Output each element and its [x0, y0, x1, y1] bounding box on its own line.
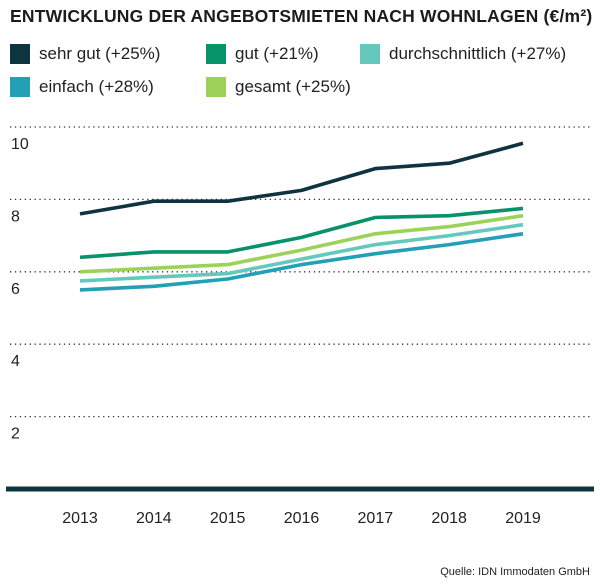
legend-swatch-einfach: [10, 77, 30, 97]
y-tick-label-2: 2: [11, 426, 20, 443]
y-tick-label-10: 10: [11, 136, 29, 153]
legend-item-gesamt: gesamt (+25%): [206, 76, 351, 98]
legend-item-durchschnittlich: durchschnittlich (+27%): [360, 43, 566, 65]
legend-swatch-gesamt: [206, 77, 226, 97]
legend-label-sehr-gut: sehr gut (+25%): [39, 44, 161, 63]
y-tick-label-6: 6: [11, 281, 20, 298]
series-line-einfach: [79, 232, 524, 292]
series-line-gesamt: [79, 213, 524, 274]
y-tick-label-4: 4: [11, 353, 20, 370]
legend-swatch-sehr-gut: [10, 44, 30, 64]
x-tick-label-2016: 2016: [284, 510, 320, 527]
series-lines: [79, 141, 524, 292]
legend-label-gesamt: gesamt (+25%): [235, 77, 351, 96]
legend-label-durchschnittlich: durchschnittlich (+27%): [389, 44, 567, 63]
legend-item-gut: gut (+21%): [206, 43, 319, 65]
x-tick-label-2017: 2017: [358, 510, 394, 527]
x-tick-label-2014: 2014: [136, 510, 172, 527]
legend-item-sehr-gut: sehr gut (+25%): [10, 43, 160, 65]
legend-label-einfach: einfach (+28%): [39, 77, 154, 96]
series-line-durchschnittlich: [79, 222, 524, 283]
legend-swatch-gut: [206, 44, 226, 64]
series-line-sehr-gut: [79, 141, 524, 216]
x-tick-label-2018: 2018: [431, 510, 467, 527]
source-note: Quelle: IDN Immodaten GmbH: [440, 566, 590, 578]
y-tick-labels: 2 4 6 8 10: [11, 136, 29, 443]
legend-item-einfach: einfach (+28%): [10, 76, 154, 98]
series-line-gut: [79, 206, 524, 260]
legend-label-gut: gut (+21%): [235, 44, 319, 63]
chart-title: ENTWICKLUNG DER ANGEBOTSMIETEN NACH WOHN…: [10, 6, 593, 26]
x-tick-label-2015: 2015: [210, 510, 246, 527]
legend-swatch-durchschnittlich: [360, 44, 380, 64]
x-tick-label-2019: 2019: [505, 510, 541, 527]
x-tick-label-2013: 2013: [62, 510, 98, 527]
y-tick-label-8: 8: [11, 208, 20, 225]
x-tick-labels: 2013 2014 2015 2016 2017 2018 2019: [62, 510, 541, 527]
